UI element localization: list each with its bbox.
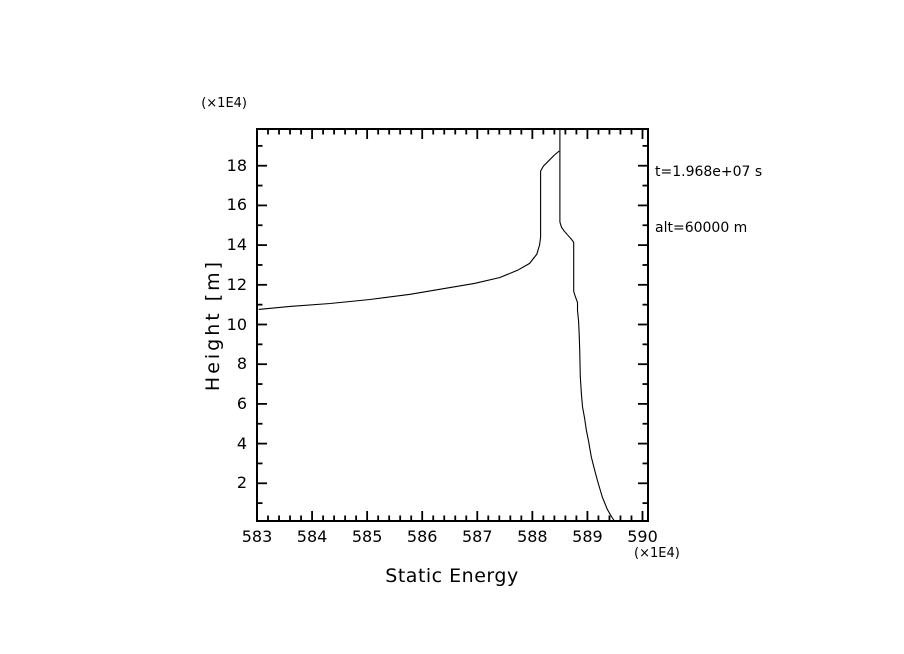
x-tick-label: 588	[517, 527, 548, 546]
y-tick-label: 8	[236, 354, 247, 374]
x-tick-label: 584	[296, 527, 328, 546]
series-profile-right-branch	[559, 129, 615, 522]
x-tick-label: 589	[572, 527, 603, 546]
series-profile-left-branch	[258, 150, 560, 310]
annotation-block: t=1.968e+07 s alt=60000 m	[655, 126, 762, 274]
x-tick-label: 585	[351, 527, 383, 546]
y-tick-label: 10	[226, 314, 247, 334]
x-tick-label: 583	[241, 527, 273, 546]
y-tick-label: 6	[236, 393, 247, 413]
x-axis-multiplier-label: (×1E4)	[634, 546, 680, 561]
x-axis-title: Static Energy	[385, 565, 519, 587]
y-axis-title: Height [m]	[202, 258, 224, 392]
x-tick-label: 586	[406, 527, 438, 546]
annotation-altitude: alt=60000 m	[655, 219, 748, 236]
annotation-time: t=1.968e+07 s	[655, 164, 763, 180]
y-axis-multiplier-label: (×1E4)	[201, 96, 247, 111]
y-tick-label: 18	[226, 155, 247, 175]
y-tick-label: 14	[226, 235, 247, 255]
y-tick-label: 4	[236, 433, 247, 453]
y-tick-label: 2	[236, 473, 247, 493]
y-tick-label: 12	[226, 274, 247, 294]
x-tick-label: 590	[627, 527, 658, 546]
y-tick-label: 16	[226, 195, 247, 215]
x-tick-label: 587	[462, 527, 493, 546]
